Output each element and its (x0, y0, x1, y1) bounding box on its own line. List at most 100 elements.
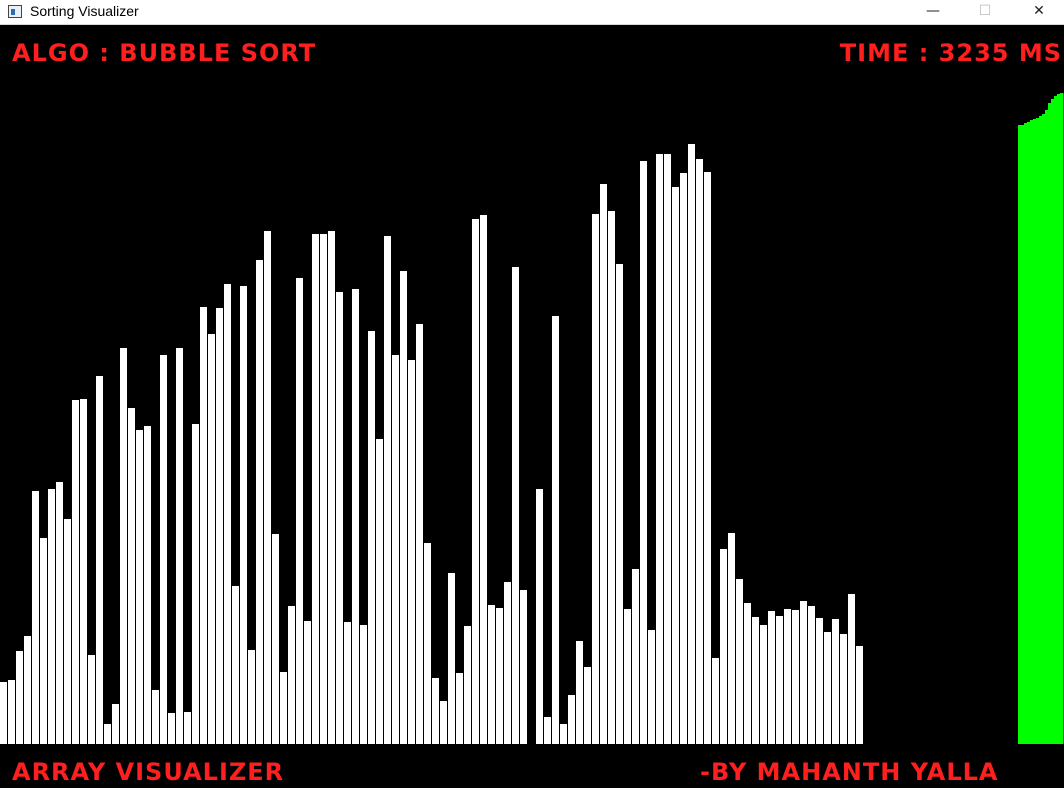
bar-unsorted (696, 159, 703, 744)
time-label: TIME : 3235 MS (839, 39, 1062, 67)
bar-sorted (1051, 99, 1055, 744)
bar-unsorted (216, 308, 223, 744)
bar-unsorted (848, 594, 855, 744)
bar-sorted (1018, 125, 1022, 744)
author-label: -BY MAHANTH YALLA (700, 758, 999, 786)
bar-unsorted (104, 724, 111, 744)
bar-unsorted (88, 655, 95, 744)
bar-unsorted (496, 608, 503, 744)
bar-unsorted (240, 286, 247, 744)
bar-unsorted (712, 658, 719, 744)
bar-unsorted (448, 573, 455, 744)
bar-unsorted (816, 618, 823, 744)
maximize-button[interactable]: ☐ (978, 3, 992, 19)
bar-unsorted (512, 267, 519, 744)
bar-unsorted (456, 673, 463, 744)
bar-unsorted (568, 695, 575, 744)
bar-unsorted (552, 316, 559, 744)
bar-unsorted (368, 331, 375, 744)
bar-unsorted (616, 264, 623, 744)
bar-unsorted (192, 424, 199, 744)
bar-unsorted (264, 231, 271, 744)
bar-unsorted (224, 284, 231, 744)
bar-unsorted (560, 724, 567, 744)
bar-unsorted (648, 630, 655, 744)
bar-unsorted (720, 549, 727, 744)
bar-unsorted (320, 234, 327, 744)
bar-unsorted (128, 408, 135, 744)
minimize-button[interactable]: — (926, 3, 940, 19)
bar-unsorted (384, 236, 391, 744)
title-bar: Sorting Visualizer — ☐ ✕ (0, 0, 1064, 25)
bar-unsorted (664, 154, 671, 744)
bar-unsorted (168, 713, 175, 744)
bar-unsorted (832, 619, 839, 744)
bar-unsorted (584, 667, 591, 744)
bar-unsorted (80, 399, 87, 744)
bar-unsorted (40, 538, 47, 744)
bar-sorted (1030, 120, 1034, 744)
bar-unsorted (120, 348, 127, 744)
bar-sorted (1039, 116, 1043, 744)
bar-unsorted (304, 621, 311, 744)
bar-sorted (1033, 119, 1037, 744)
bar-unsorted (48, 489, 55, 744)
bar-unsorted (752, 617, 759, 744)
bar-sorted (1024, 123, 1028, 744)
bar-sorted (1048, 103, 1052, 744)
bar-unsorted (256, 260, 263, 744)
close-button[interactable]: ✕ (1033, 3, 1045, 19)
bar-unsorted (688, 144, 695, 744)
bar-unsorted (288, 606, 295, 744)
bar-sorted (1045, 110, 1049, 744)
bar-unsorted (352, 289, 359, 744)
bar-sorted (1060, 93, 1064, 744)
bar-unsorted (136, 430, 143, 744)
bar-sorted (1021, 125, 1025, 744)
bar-unsorted (296, 278, 303, 744)
bar-unsorted (160, 355, 167, 744)
bar-unsorted (408, 360, 415, 744)
bar-unsorted (96, 376, 103, 744)
bar-unsorted (840, 634, 847, 744)
bar-sorted (1036, 118, 1040, 744)
bar-unsorted (728, 533, 735, 744)
bar-unsorted (656, 154, 663, 744)
bar-unsorted (624, 609, 631, 744)
bar-unsorted (744, 603, 751, 744)
bar-unsorted (360, 625, 367, 744)
bar-unsorted (112, 704, 119, 744)
bar-unsorted (544, 717, 551, 744)
app-name-label: ARRAY VISUALIZER (12, 758, 285, 786)
bar-unsorted (328, 231, 335, 744)
bar-unsorted (856, 646, 863, 744)
bar-unsorted (344, 622, 351, 744)
bar-unsorted (176, 348, 183, 744)
bar-unsorted (472, 219, 479, 744)
bar-unsorted (376, 439, 383, 744)
bar-unsorted (144, 426, 151, 744)
bar-unsorted (608, 211, 615, 744)
bar-unsorted (640, 161, 647, 744)
bar-unsorted (600, 184, 607, 744)
bar-unsorted (432, 678, 439, 744)
bar-unsorted (520, 590, 527, 744)
bar-unsorted (760, 625, 767, 744)
bar-unsorted (56, 482, 63, 744)
bar-unsorted (312, 234, 319, 744)
bar-unsorted (280, 672, 287, 744)
bar-sorted (1057, 94, 1061, 744)
app-window-icon (8, 5, 22, 18)
bar-unsorted (464, 626, 471, 744)
bar-unsorted (184, 712, 191, 744)
bar-unsorted (768, 611, 775, 744)
bar-unsorted (392, 355, 399, 744)
footer-band (0, 744, 1064, 788)
bar-unsorted (504, 582, 511, 744)
bar-unsorted (208, 334, 215, 744)
window-title: Sorting Visualizer (30, 3, 139, 19)
bar-sorted (1054, 96, 1058, 744)
bar-unsorted (480, 215, 487, 744)
bar-unsorted (200, 307, 207, 744)
bar-unsorted (784, 609, 791, 744)
